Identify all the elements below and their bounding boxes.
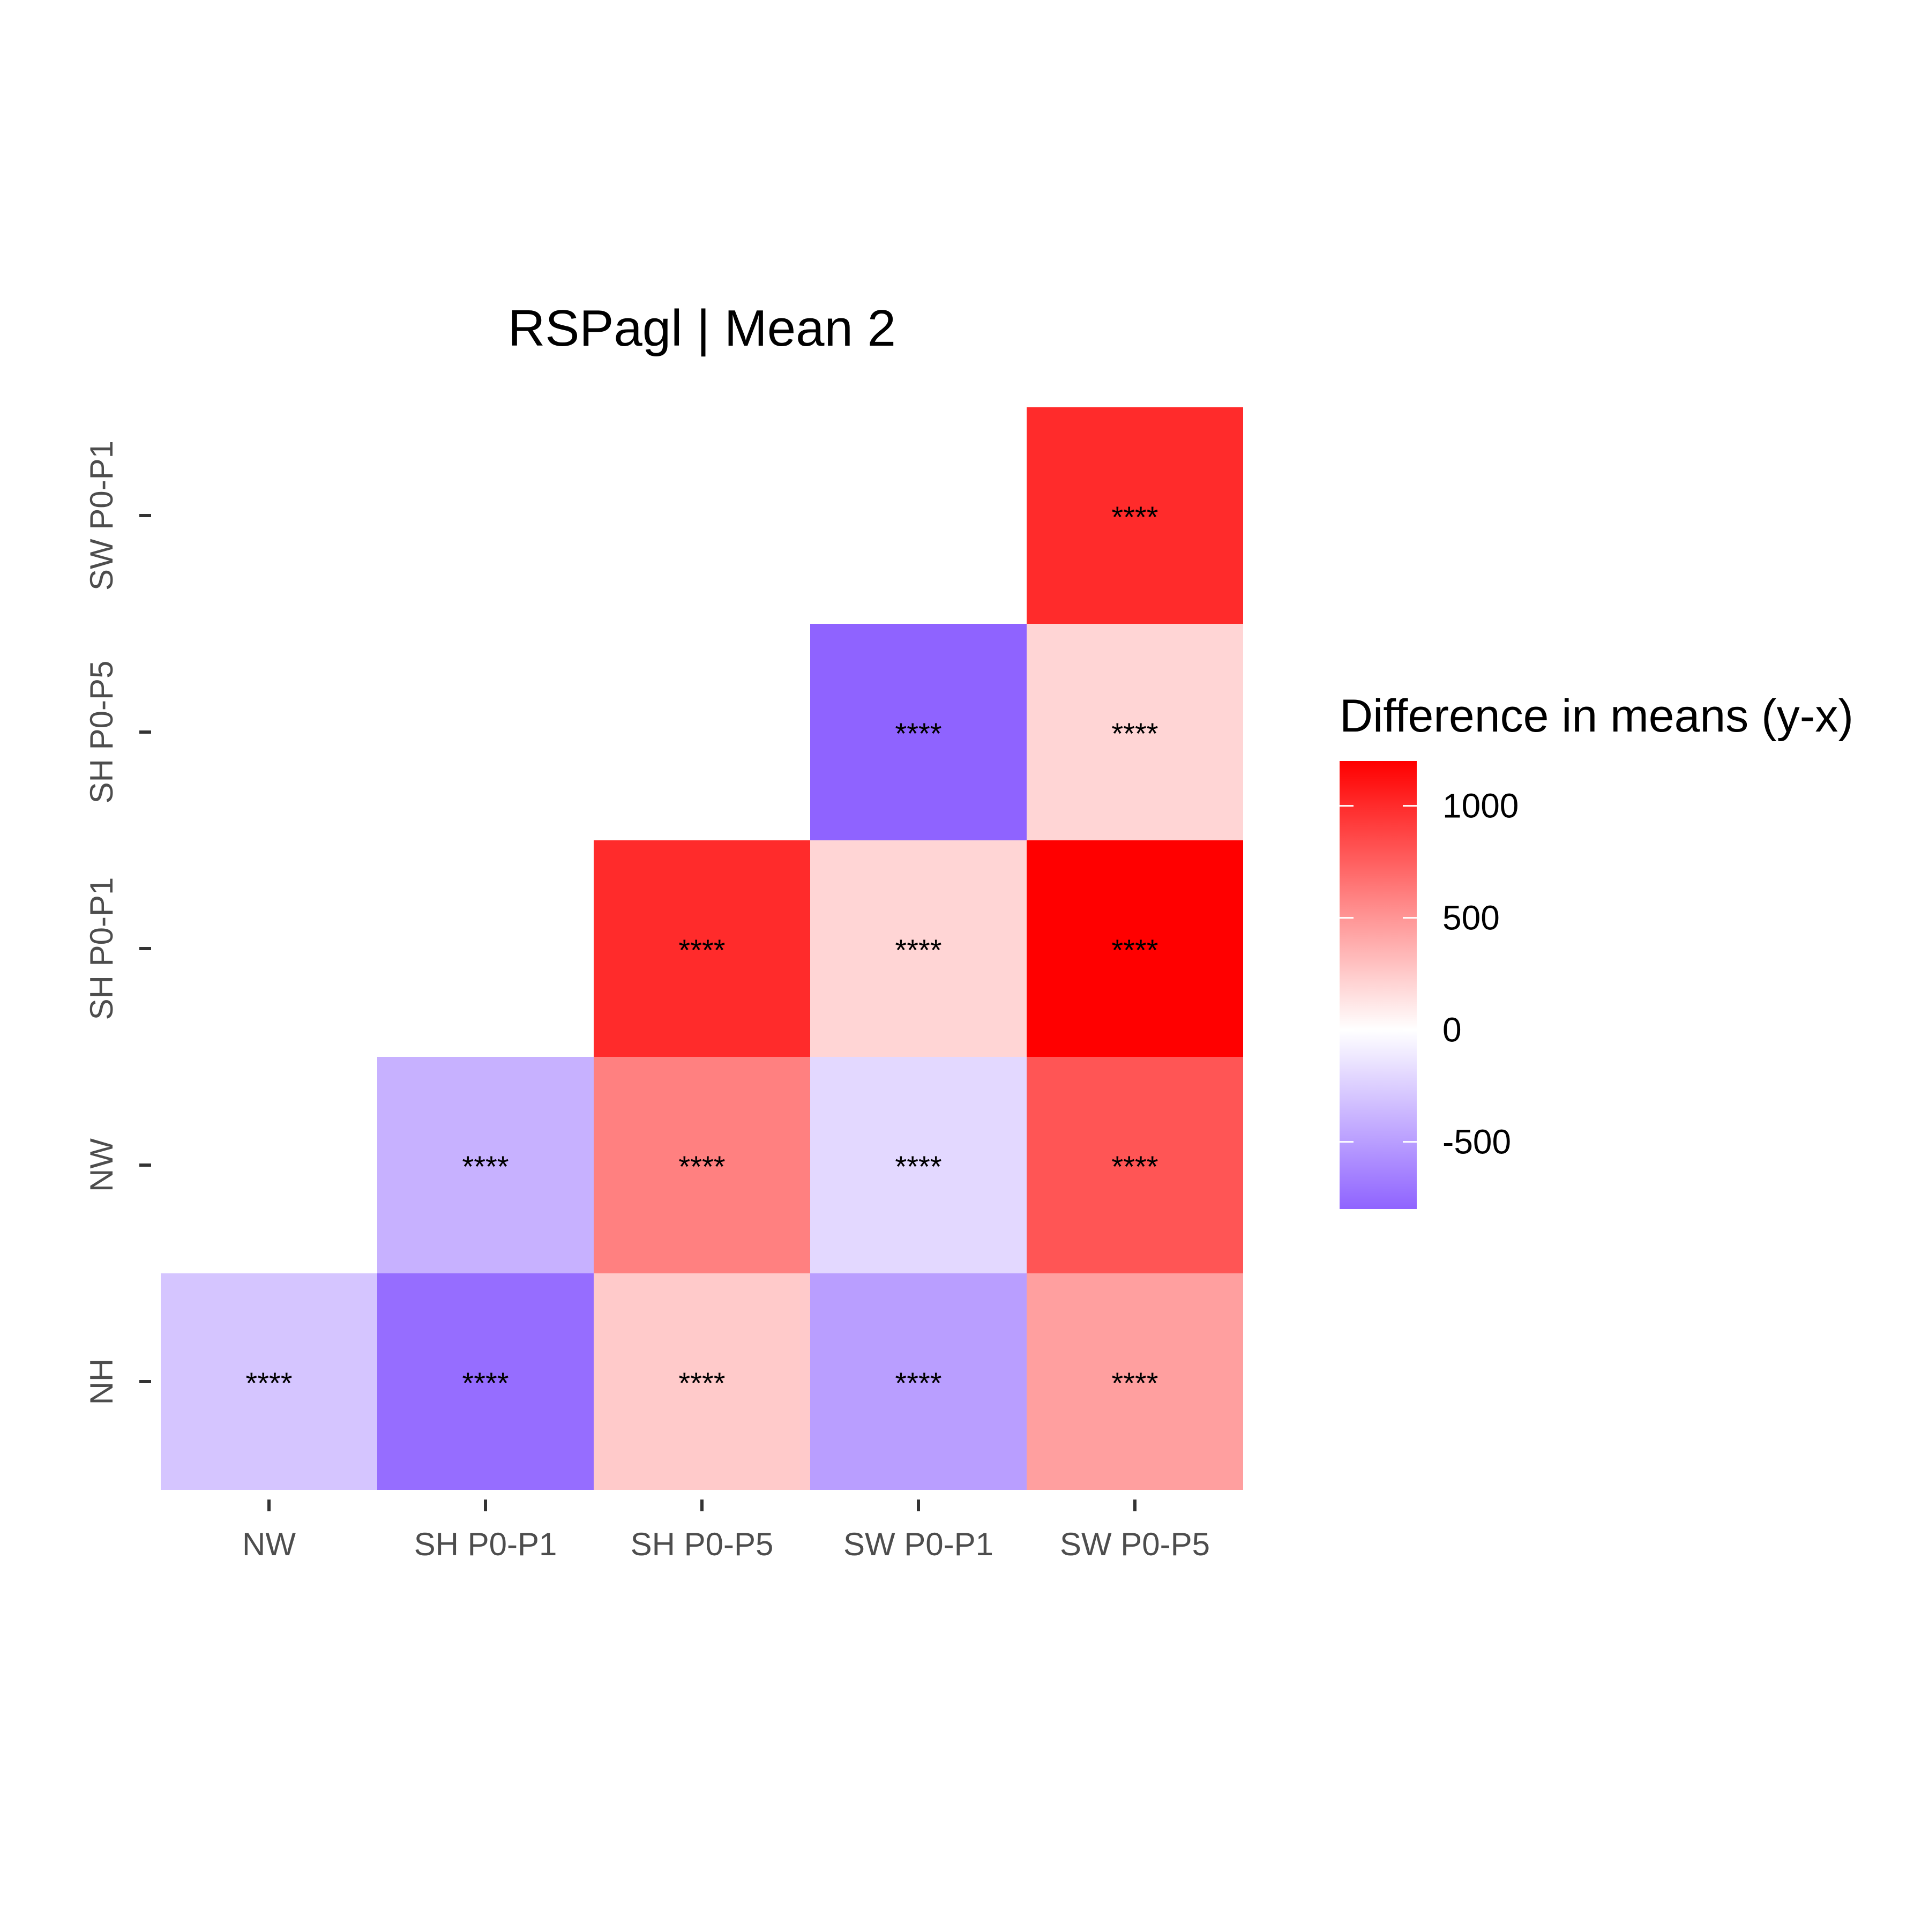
cell-significance-label: ****: [1111, 1366, 1158, 1400]
y-tick-label: NW: [84, 1138, 119, 1192]
cell-significance-label: ****: [245, 1366, 292, 1400]
x-tick-label: SW P0-P5: [1060, 1526, 1210, 1562]
chart-title: RSPagl | Mean 2: [508, 300, 896, 357]
heatmap-cell: [377, 1273, 594, 1490]
legend-title: Difference in means (y-x): [1340, 690, 1853, 742]
y-tick-label: SH P0-P1: [84, 877, 119, 1020]
x-tick-label: NW: [242, 1526, 296, 1562]
heatmap-cell: [161, 1273, 377, 1490]
cell-significance-label: ****: [1111, 933, 1158, 967]
legend-tick-label: 500: [1442, 899, 1500, 937]
heatmap-cell: [1027, 1057, 1243, 1273]
cell-significance-label: ****: [1111, 1150, 1158, 1183]
heatmap-cell: [810, 1057, 1027, 1273]
y-tick-label: NH: [84, 1359, 119, 1405]
heatmap-cell: [377, 1057, 594, 1273]
legend-tick-label: -500: [1442, 1123, 1511, 1161]
heatmap-cells: [161, 407, 1243, 1490]
cell-significance-label: ****: [895, 933, 941, 967]
cell-significance-label: ****: [678, 933, 725, 967]
color-legend: Difference in means (y-x) 1000 500 0 -500: [1340, 690, 1853, 1209]
heatmap-cell: [810, 1273, 1027, 1490]
cell-significance-label: ****: [1111, 500, 1158, 534]
legend-tick-label: 1000: [1442, 787, 1519, 825]
legend-colorbar: [1340, 761, 1417, 1209]
heatmap-cell: [1027, 624, 1243, 840]
y-axis: NH NW SH P0-P1 SH P0-P5 SW P0-P1: [84, 441, 151, 1405]
y-tick-label: SH P0-P5: [84, 661, 119, 804]
heatmap-cell: [810, 624, 1027, 840]
cell-labels: **** **** **** **** **** **** **** **** **** ****…: [245, 500, 1158, 1400]
heatmap-cell: [594, 1057, 810, 1273]
x-tick-label: SH P0-P1: [414, 1526, 557, 1562]
cell-significance-label: ****: [895, 1366, 941, 1400]
x-tick-label: SW P0-P1: [843, 1526, 993, 1562]
heatmap-cell: [1027, 1273, 1243, 1490]
x-axis: NW SH P0-P1 SH P0-P5 SW P0-P1 SW P0-P5: [242, 1500, 1210, 1562]
legend-tick-label: 0: [1442, 1011, 1462, 1049]
heatmap-cell: [594, 840, 810, 1057]
heatmap-cell: [1027, 407, 1243, 624]
cell-significance-label: ****: [678, 1150, 725, 1183]
cell-significance-label: ****: [895, 1150, 941, 1183]
cell-significance-label: ****: [678, 1366, 725, 1400]
heatmap-cell: [1027, 840, 1243, 1057]
heatmap-cell: [594, 1273, 810, 1490]
heatmap-cell: [810, 840, 1027, 1057]
cell-significance-label: ****: [462, 1150, 509, 1183]
x-tick-label: SH P0-P5: [631, 1526, 774, 1562]
y-tick-label: SW P0-P1: [84, 441, 119, 591]
cell-significance-label: ****: [895, 717, 941, 750]
cell-significance-label: ****: [1111, 717, 1158, 750]
cell-significance-label: ****: [462, 1366, 509, 1400]
